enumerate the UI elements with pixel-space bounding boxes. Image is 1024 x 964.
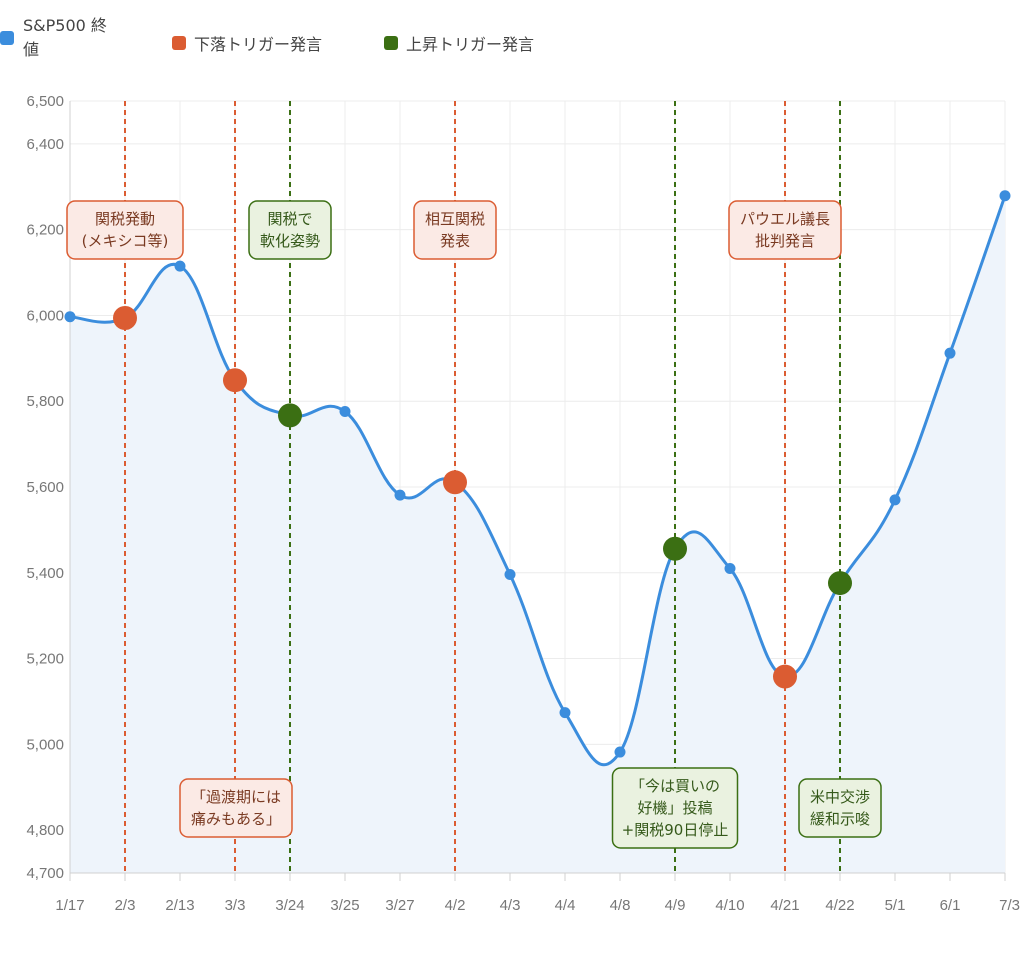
annotation-text: 「過渡期には xyxy=(191,788,281,806)
x-tick-label: 3/24 xyxy=(275,897,304,914)
data-point xyxy=(999,190,1011,202)
y-tick-label: 6,500 xyxy=(26,93,64,110)
x-tick-label: 4/8 xyxy=(610,897,631,914)
legend-label-line2: 値 xyxy=(23,40,40,59)
y-tick-label: 6,400 xyxy=(26,136,64,153)
legend-swatch-down xyxy=(172,36,186,50)
x-tick-label: 4/4 xyxy=(555,897,576,914)
annotation-box xyxy=(728,200,842,260)
x-tick-label: 3/3 xyxy=(225,897,246,914)
y-tick-label: 5,000 xyxy=(26,736,64,753)
annotation-text: +関税90日停止 xyxy=(622,821,729,839)
data-point xyxy=(944,347,956,359)
y-tick-label: 6,200 xyxy=(26,222,64,239)
x-tick-label: 3/27 xyxy=(385,897,414,914)
annotation-box xyxy=(611,767,739,849)
x-tick-label: 6/1 xyxy=(940,897,961,914)
y-tick-label: 5,200 xyxy=(26,651,64,668)
area-path xyxy=(70,195,1005,874)
legend-swatch-up xyxy=(384,36,398,50)
x-tick-label: 3/25 xyxy=(330,897,359,914)
data-point xyxy=(504,568,516,580)
event-point-down xyxy=(443,470,467,495)
x-tick-label: 4/9 xyxy=(665,897,686,914)
event-point-down xyxy=(773,664,797,689)
legend-item-down-trigger[interactable]: 下落トリガー発言 xyxy=(172,31,322,55)
x-tick-label: 4/10 xyxy=(715,897,744,914)
annotation-text: 関税で xyxy=(267,210,312,228)
data-point xyxy=(64,311,76,323)
annotation-box xyxy=(248,200,332,260)
legend-label-line1: S&P500 終 xyxy=(23,16,107,35)
event-point-down xyxy=(223,368,247,393)
data-point xyxy=(394,489,406,501)
annotation-text: 批判発言 xyxy=(755,232,815,250)
data-point xyxy=(889,494,901,506)
y-tick-label: 6,000 xyxy=(26,307,64,324)
data-point xyxy=(724,562,736,574)
annotation-text: 米中交渉 xyxy=(810,788,870,806)
x-tick-label: 5/1 xyxy=(885,897,906,914)
annotation-text: 緩和示唆 xyxy=(810,810,870,828)
annotation-text: 発表 xyxy=(440,232,470,250)
x-tick-label: 4/2 xyxy=(445,897,466,914)
data-point xyxy=(339,406,351,418)
x-tick-label: 7/3 xyxy=(999,897,1020,914)
y-tick-label: 5,800 xyxy=(26,393,64,410)
area-fill xyxy=(70,195,1005,874)
x-tick-label: 4/21 xyxy=(770,897,799,914)
annotation-box xyxy=(66,200,184,260)
annotation-text: 軟化姿勢 xyxy=(260,232,320,250)
legend-label-down: 下落トリガー発言 xyxy=(194,35,323,54)
annotation-box xyxy=(798,778,882,838)
x-tick-label: 4/3 xyxy=(500,897,521,914)
legend-swatch-sp500 xyxy=(0,31,14,45)
x-tick-label: 4/22 xyxy=(825,897,854,914)
x-tick-label: 2/13 xyxy=(165,897,194,914)
event-point-up xyxy=(828,571,852,596)
annotation-text: 相互関税 xyxy=(425,210,485,228)
x-tick-label: 2/3 xyxy=(115,897,136,914)
annotation-text: 痛みもある」 xyxy=(191,810,281,828)
annotation-2-3: 関税発動 (メキシコ等) xyxy=(66,200,184,260)
annotation-text: 「今は買いの xyxy=(630,777,720,795)
annotation-text: (メキシコ等) xyxy=(82,232,169,250)
y-tick-label: 5,400 xyxy=(26,565,64,582)
y-tick-label: 5,600 xyxy=(26,479,64,496)
y-axis-ticks: 4,700 4,800 5,000 5,200 5,400 5,600 5,800 6,000… xyxy=(26,93,64,882)
data-point xyxy=(559,707,571,719)
data-points xyxy=(64,190,1011,758)
event-point-up xyxy=(663,536,687,561)
annotation-text: 関税発動 xyxy=(95,210,155,228)
data-point xyxy=(174,260,186,272)
y-tick-label: 4,800 xyxy=(26,822,64,839)
annotation-box xyxy=(413,200,497,260)
event-point-up xyxy=(278,403,302,428)
x-tick-label: 1/17 xyxy=(55,897,84,914)
legend-item-up-trigger[interactable]: 上昇トリガー発言 xyxy=(384,31,534,55)
legend: S&P500 終 値 下落トリガー発言 上昇トリガー発言 xyxy=(0,0,1024,80)
annotation-box xyxy=(179,778,293,838)
event-point-down xyxy=(113,306,137,331)
x-axis-ticks: 1/17 2/3 2/13 3/3 3/24 3/25 3/27 4/2 4/3 4/4 4/8 4/… xyxy=(55,873,1020,914)
annotation-text: パウエル議長 xyxy=(740,210,830,228)
legend-label-sp500: S&P500 終 値 xyxy=(23,14,107,62)
data-point xyxy=(614,746,626,758)
legend-label-up: 上昇トリガー発言 xyxy=(406,35,535,54)
legend-item-sp500[interactable]: S&P500 終 値 xyxy=(0,14,107,62)
y-tick-label: 4,700 xyxy=(26,865,64,882)
annotation-text: 好機」投稿 xyxy=(637,799,712,817)
